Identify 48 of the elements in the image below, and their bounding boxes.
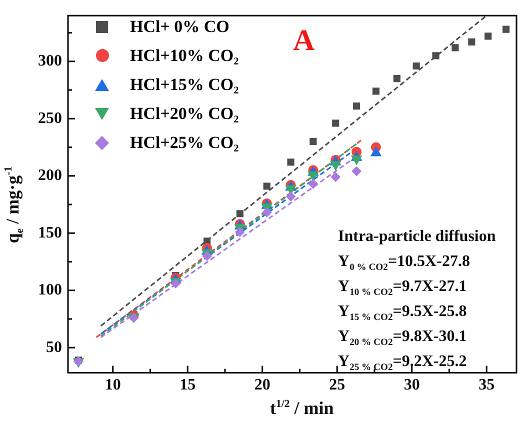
- legend-label: HCl+20% CO₂: [130, 104, 239, 124]
- x-tick-label: 30: [404, 376, 420, 394]
- legend-label: HCl+10% CO₂: [130, 46, 239, 66]
- point: [372, 88, 380, 95]
- y-tick-label: 250: [38, 110, 62, 127]
- point: [286, 191, 296, 202]
- annotation: Y$_{0 % CO2}$=10.5X-27.8: [338, 253, 470, 274]
- y-tick-label: 150: [38, 224, 62, 242]
- y-tick-label: 100: [38, 282, 62, 299]
- point: [352, 166, 362, 176]
- point: [263, 182, 270, 190]
- point: [484, 32, 492, 40]
- y-tick-label: 300: [38, 52, 62, 70]
- point: [452, 44, 459, 52]
- point: [332, 120, 340, 127]
- x-axis-title: t$^{1/2}$ / min: [270, 398, 334, 419]
- annotation: Y$_{25 % CO2}$=9.2X-25.2: [338, 353, 467, 374]
- annotation: Intra-particle diffusion: [338, 228, 496, 246]
- point: [308, 171, 319, 182]
- x-tick-label: 20: [254, 376, 270, 394]
- x-tick-label: 25: [329, 376, 346, 394]
- point: [432, 52, 440, 60]
- point: [468, 38, 476, 46]
- annotation: A: [293, 24, 315, 58]
- point: [330, 161, 342, 171]
- annotation: Y$_{10 % CO2}$=9.7X-27.1: [338, 278, 467, 298]
- point: [330, 172, 341, 182]
- point: [350, 155, 362, 166]
- legend-label: HCl+25% CO₂: [130, 132, 239, 152]
- point: [502, 26, 510, 33]
- point: [353, 102, 360, 110]
- y-tick-label: 200: [38, 167, 62, 184]
- point: [262, 208, 272, 218]
- annotation: Y$_{15 % CO2}$=9.5X-25.8: [338, 303, 467, 324]
- point: [236, 210, 244, 218]
- point: [234, 226, 245, 237]
- annotation: Y$_{20 % CO2}$=9.8X-30.1: [338, 328, 467, 348]
- y-tick-label: 50: [46, 338, 62, 356]
- point: [287, 158, 294, 166]
- x-tick-label: 35: [478, 376, 495, 394]
- point: [308, 178, 318, 189]
- point: [412, 62, 420, 70]
- legend-label: HCl+ 0% CO: [130, 16, 230, 36]
- point: [310, 138, 317, 146]
- point: [393, 75, 400, 82]
- legend-label: HCl+15% CO₂: [130, 74, 239, 94]
- x-tick-label: 10: [104, 376, 121, 394]
- x-tick-label: 15: [180, 376, 196, 394]
